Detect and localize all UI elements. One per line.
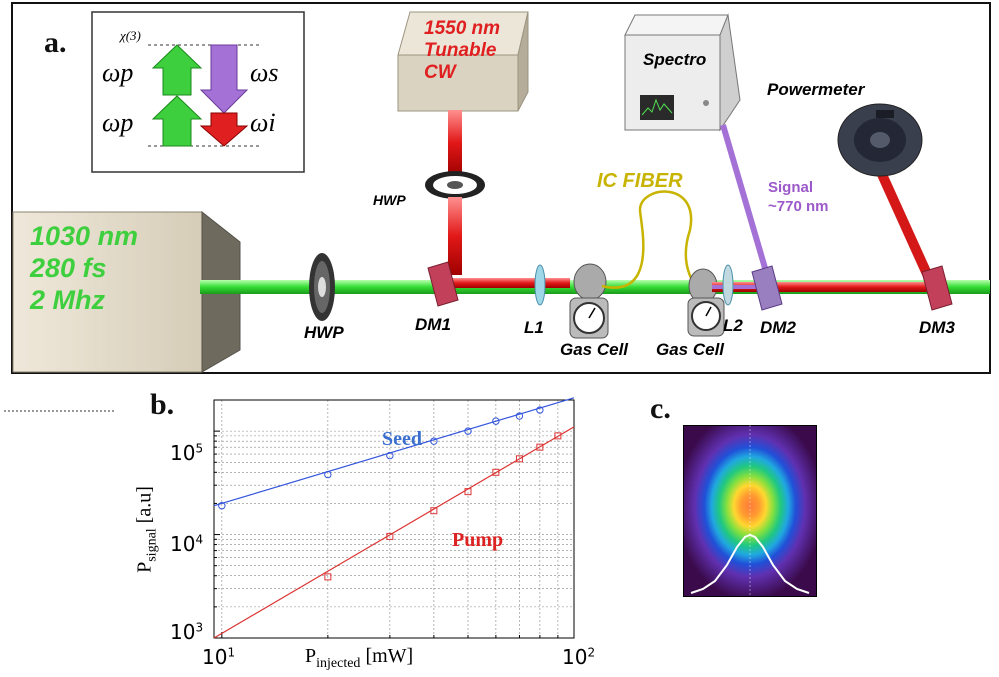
cw-laser-box: [397, 54, 519, 112]
hwp-vertical-optic: [425, 171, 485, 199]
data-points: [218, 406, 562, 581]
dm3-optic: [921, 265, 953, 311]
gas-cell-2: [687, 268, 725, 337]
l1-lens: [534, 264, 546, 306]
pump-point: [536, 443, 544, 451]
seed-point: [430, 437, 438, 445]
seed-beam-vertical-1: [448, 110, 462, 175]
pump-point: [554, 432, 562, 440]
dm1-label: DM1: [415, 315, 451, 334]
chi3-label: χ(3): [120, 28, 141, 43]
dm3-label: DM3: [919, 318, 955, 337]
fit-line-pump: [213, 426, 575, 639]
pump-point: [515, 455, 523, 463]
fit-lines: [213, 397, 575, 639]
dm2-label: DM2: [760, 318, 796, 337]
signal-beam: [720, 124, 773, 286]
hwp-vertical-label: HWP: [373, 192, 406, 208]
ic-fiber-label: IC FIBER: [597, 170, 683, 192]
seed-point: [386, 451, 394, 460]
panel-a-letter: a.: [44, 26, 67, 59]
seed-beam-to-powermeter: [875, 167, 937, 288]
x-tick-label-100: 102: [562, 645, 596, 669]
pump-arrow-lower: [151, 95, 203, 147]
y-tick-label-1e5: 105: [170, 441, 204, 465]
laser-source-label: 1030 nm 280 fs 2 Mhz: [30, 221, 139, 315]
omega-p-lower-label: ωp: [102, 108, 134, 137]
x-axis-label: Pinjected [mW]: [305, 645, 414, 671]
signal-arrow: [199, 44, 249, 114]
hwp-main-optic: [309, 253, 335, 321]
l2-lens: [722, 264, 734, 306]
panel-a: a. χ(3) ωp ωp ωs ωi 1030 nm 280 fs 2 Mhz…: [11, 2, 991, 374]
pump-series-label: Pump: [452, 529, 504, 551]
pump-point: [324, 573, 332, 581]
chart-ticks: [214, 399, 575, 639]
gas-cell-1-label: Gas Cell: [560, 340, 629, 359]
idler-arrow: [199, 112, 249, 147]
seed-point: [515, 412, 524, 420]
l2-label: L2: [723, 316, 743, 335]
hwp-main-label: HWP: [304, 323, 344, 342]
pump-point: [430, 507, 438, 515]
dm2-optic: [751, 265, 783, 311]
cw-source-label: 1550 nm Tunable CW: [424, 18, 501, 83]
log-log-chart: [213, 397, 575, 639]
setup-diagram: [11, 2, 991, 374]
dm1-optic: [427, 261, 459, 307]
y-tick-label-1e3: 103: [170, 620, 204, 644]
pump-arrow-upper: [151, 44, 203, 96]
pump-point: [464, 488, 472, 496]
y-axis-label: Psignal [a.u]: [133, 486, 160, 573]
pump-point: [386, 532, 394, 540]
powermeter-label: Powermeter: [767, 80, 865, 99]
powermeter: [837, 103, 923, 177]
decorative-dots: [4, 410, 114, 412]
seed-beam-horizontal: [442, 278, 570, 288]
seed-series-label: Seed: [382, 428, 422, 450]
gas-cell-1: [569, 263, 609, 339]
omega-i-label: ωi: [250, 108, 276, 137]
seed-point: [536, 406, 544, 414]
seed-point: [492, 417, 500, 425]
signal-label: Signal ~770 nm: [768, 179, 829, 215]
omega-s-label: ωs: [250, 58, 279, 87]
x-tick-label-10: 101: [202, 645, 236, 669]
seed-point: [218, 502, 226, 510]
y-tick-label-1e4: 104: [170, 532, 204, 556]
panel-c-letter: c.: [650, 392, 671, 425]
energy-diagram-box: [91, 11, 305, 173]
panel-b-letter: b.: [150, 388, 175, 421]
spectro-label: Spectro: [643, 50, 707, 69]
seed-point: [464, 427, 472, 435]
seed-point: [324, 470, 332, 479]
seed-beam-vertical-2: [448, 197, 462, 275]
plot-frame: [213, 399, 575, 639]
seed-beam-output: [712, 282, 934, 292]
fit-line-seed: [213, 397, 575, 507]
ic-fiber: [601, 190, 701, 293]
l1-label: L1: [524, 318, 544, 337]
gas-cell-2-label: Gas Cell: [656, 340, 725, 359]
pump-point: [492, 468, 500, 476]
beam-profile-image: [683, 425, 817, 597]
omega-p-upper-label: ωp: [102, 58, 134, 87]
beam-profile-curve: [690, 533, 810, 594]
